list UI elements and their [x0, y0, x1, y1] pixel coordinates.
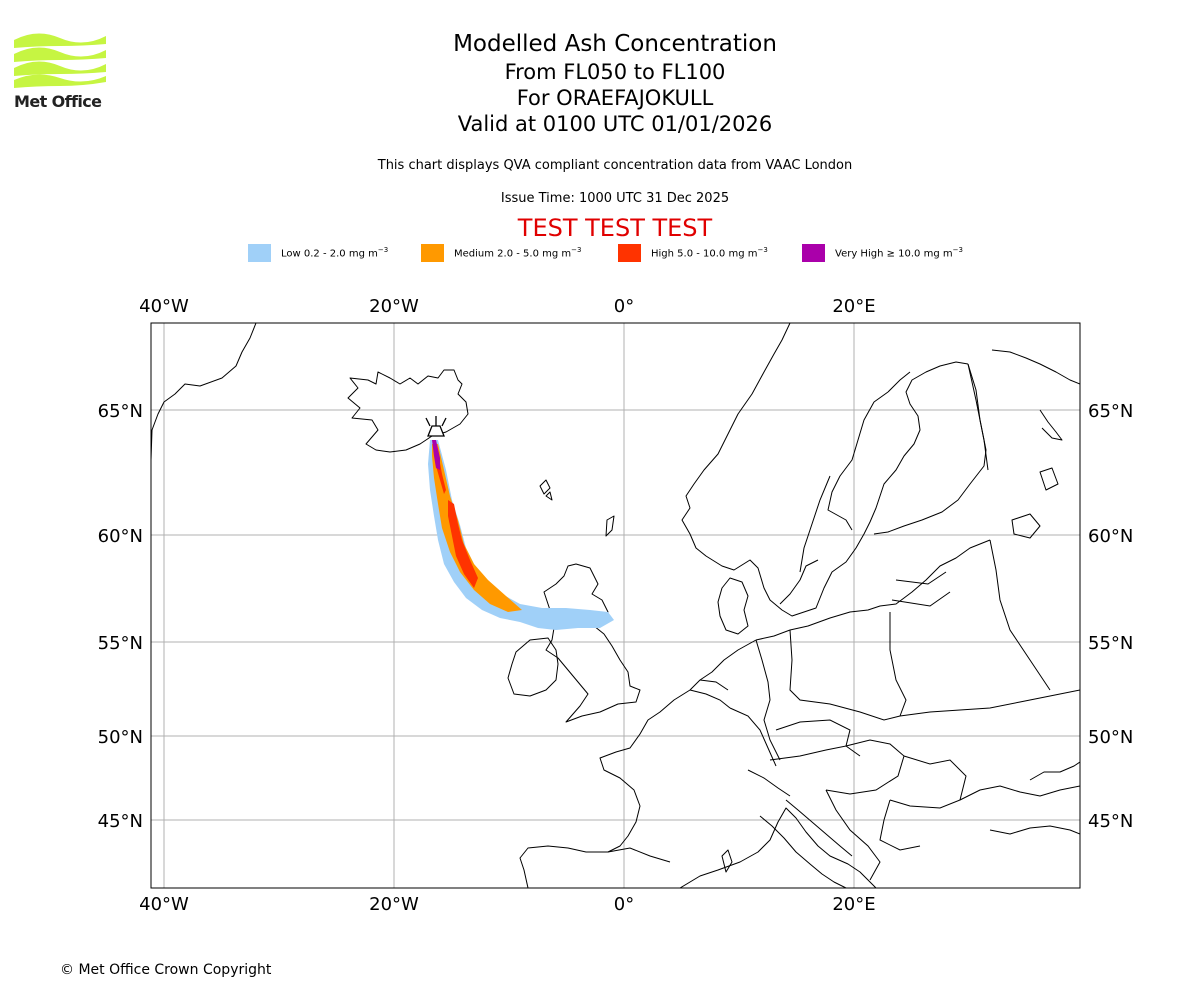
border-czech [775, 719, 851, 747]
map-frame [150, 322, 1081, 889]
legend-swatch-medium [421, 244, 444, 262]
volcano-marker-icon [425, 416, 447, 437]
longitude-label: 20°W [369, 894, 419, 915]
longitude-label: 0° [614, 894, 634, 915]
valid-time: Valid at 0100 UTC 01/01/2026 [457, 112, 773, 136]
met-office-logo: Met Office [14, 30, 106, 111]
coastline-italy [759, 815, 847, 888]
border-norway-sweden [799, 475, 831, 573]
coastline-mediterranean [679, 807, 877, 888]
border-baltics [891, 571, 951, 607]
issue-time: Issue Time: 1000 UTC 31 Dec 2025 [500, 191, 730, 206]
border-benelux [689, 679, 731, 709]
legend-label-medium: Medium 2.0 - 5.0 mg m−3 [454, 246, 582, 260]
longitude-label: 40°W [139, 894, 189, 915]
legend-item-medium: Medium 2.0 - 5.0 mg m−3 [421, 244, 581, 262]
legend: Low 0.2 - 2.0 mg m−3 Medium 2.0 - 5.0 mg… [0, 244, 1200, 264]
country-borders [607, 363, 1080, 881]
title-block: Modelled Ash Concentration From FL050 to… [0, 30, 1200, 137]
border-sweden-finland [887, 371, 911, 393]
coastline-greenland [151, 323, 257, 461]
legend-swatch-high [618, 244, 641, 262]
border-poland [789, 629, 901, 721]
longitude-labels-top: 40°W 20°W 0° 20°E [139, 296, 875, 317]
coastline-denmark [717, 577, 749, 635]
border-romania [889, 755, 967, 809]
longitude-labels-bottom: 40°W 20°W 0° 20°E [139, 894, 875, 915]
latitude-labels-left: 65°N 60°N 55°N 50°N 45°N [98, 401, 143, 832]
coastline-scandinavia [681, 323, 969, 617]
copyright: © Met Office Crown Copyright [60, 962, 272, 978]
border-switzerland [747, 769, 791, 797]
longitude-label: 20°W [369, 296, 419, 317]
coastline-baltic-south [755, 539, 991, 641]
coastline-kola [1039, 409, 1063, 441]
flight-levels: From FL050 to FL100 [504, 60, 726, 84]
border-russia-west [989, 539, 1051, 691]
border-france-germany [729, 707, 777, 767]
legend-item-high: High 5.0 - 10.0 mg m−3 [618, 244, 768, 262]
longitude-label: 40°W [139, 296, 189, 317]
met-office-logo-icon [14, 33, 106, 88]
coastline-black-sea [959, 785, 1080, 835]
border-germany-west [755, 639, 781, 761]
chart-title: Modelled Ash Concentration [453, 31, 777, 57]
border-hungary [825, 739, 905, 795]
latitude-label: 55°N [98, 633, 143, 654]
qva-note: This chart displays QVA compliant concen… [377, 158, 853, 173]
logo-text: Met Office [14, 92, 102, 111]
coastline-gulf-of-bothnia [827, 391, 889, 531]
legend-label-high: High 5.0 - 10.0 mg m−3 [651, 246, 768, 260]
coastline-ireland [507, 637, 559, 697]
coastline-shetland [605, 515, 615, 537]
latitude-label: 50°N [1088, 727, 1133, 748]
coastline-faroe [539, 479, 553, 501]
latitude-label: 65°N [1088, 401, 1133, 422]
graticule [151, 323, 1080, 888]
coastline-iceland [347, 369, 469, 453]
legend-item-low: Low 0.2 - 2.0 mg m−3 [248, 244, 388, 262]
coastline-crimea [1029, 761, 1080, 781]
border-spain-france [607, 847, 671, 863]
border-belarus-ukraine [899, 689, 1080, 717]
border-austria [769, 745, 861, 761]
border-balkans [825, 789, 921, 881]
coastline-great-britain [543, 563, 641, 723]
plume-very-high [432, 440, 440, 470]
coastlines [151, 323, 1080, 888]
legend-label-very-high: Very High ≥ 10.0 mg m−3 [835, 246, 963, 260]
coastline-white-sea [991, 349, 1080, 385]
latitude-label: 55°N [1088, 633, 1133, 654]
coastline-adriatic [785, 799, 853, 857]
coastline-continent-west [519, 639, 757, 888]
longitude-label: 0° [614, 296, 634, 317]
coastline-sweden-south [779, 559, 819, 605]
longitude-label: 20°E [832, 894, 875, 915]
legend-item-very-high: Very High ≥ 10.0 mg m−3 [802, 244, 963, 262]
latitude-label: 50°N [98, 727, 143, 748]
latitude-label: 45°N [98, 811, 143, 832]
volcano-name: For ORAEFAJOKULL [516, 86, 714, 110]
legend-swatch-very-high [802, 244, 825, 262]
plume-high [434, 452, 478, 588]
lake-ladoga [1011, 513, 1041, 539]
coastline-corsica [721, 849, 733, 873]
border-poland-east [889, 612, 907, 717]
lake-onega [1039, 467, 1059, 491]
ash-plume [428, 440, 614, 630]
longitude-label: 20°E [832, 296, 875, 317]
latitude-label: 60°N [98, 526, 143, 547]
latitude-label: 60°N [1088, 526, 1133, 547]
test-banner: TEST TEST TEST [517, 214, 713, 242]
legend-swatch-low [248, 244, 271, 262]
latitude-labels-right: 65°N 60°N 55°N 50°N 45°N [1088, 401, 1133, 832]
legend-label-low: Low 0.2 - 2.0 mg m−3 [281, 246, 389, 260]
latitude-label: 65°N [98, 401, 143, 422]
border-finland-russia [967, 363, 989, 471]
latitude-label: 45°N [1088, 811, 1133, 832]
